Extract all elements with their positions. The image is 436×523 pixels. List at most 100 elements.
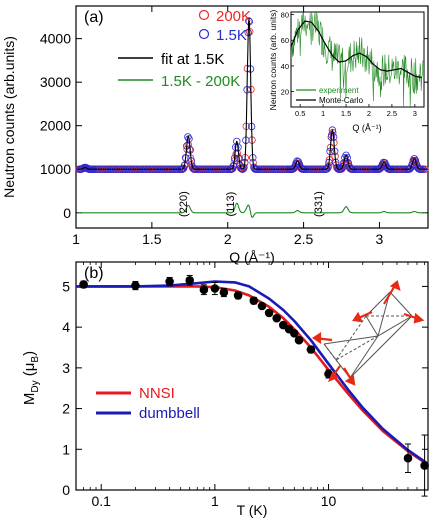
inset-chart: 0.5 1 1.5 2 2.5 3 20 40 60 80 Neutron counts (arb… bbox=[268, 10, 425, 133]
data-point-1p5k bbox=[343, 154, 351, 162]
data-point bbox=[257, 301, 267, 311]
data-point bbox=[233, 291, 243, 300]
y-tick-label: 2 bbox=[62, 401, 70, 417]
tetra-edge bbox=[349, 335, 379, 379]
y-tick-label: 5 bbox=[62, 278, 70, 294]
curve-nnsi bbox=[76, 285, 429, 466]
legend-dumbbell-label: dumbbell bbox=[139, 405, 200, 422]
panel-b-legend: NNSI dumbbell bbox=[96, 385, 200, 422]
inset-x-tick-label: 1 bbox=[321, 109, 325, 118]
tetra-edge bbox=[335, 359, 351, 379]
data-point-200k bbox=[184, 141, 192, 149]
data-point bbox=[403, 453, 413, 463]
panel-a-frame bbox=[75, 5, 429, 229]
inset-legend-mc-label: Monte-Carlo bbox=[319, 96, 364, 105]
inset-legend-exp-label: experiment bbox=[319, 86, 359, 95]
peak-annotation: (331) bbox=[313, 191, 325, 217]
x-tick-label: 1 bbox=[211, 493, 219, 509]
legend-200k-marker bbox=[198, 9, 210, 21]
data-point-1p5k bbox=[324, 163, 332, 172]
fit-curve bbox=[77, 17, 427, 170]
data-point bbox=[79, 280, 88, 289]
panel-a-ylabel: Neutron counts (arb.units) bbox=[1, 36, 17, 198]
data-point-200k bbox=[329, 128, 337, 137]
tetra-edge bbox=[377, 315, 413, 337]
data-point-1p5k bbox=[414, 163, 422, 172]
data-point-1p5k bbox=[328, 126, 337, 134]
data-point bbox=[210, 284, 220, 293]
data-point bbox=[420, 461, 429, 470]
data-point-1p5k bbox=[383, 163, 391, 172]
inset-monte-carlo-curve bbox=[290, 20, 422, 79]
legend-1p5k-marker bbox=[198, 28, 210, 40]
legend-1p5k-label: 1.5K bbox=[216, 27, 247, 44]
panel-b-frame bbox=[75, 261, 429, 491]
tetrahedra-illustration bbox=[323, 291, 413, 379]
data-point bbox=[290, 329, 299, 338]
spin-arrows bbox=[312, 280, 425, 386]
inset-ylabel: Neutron counts (arb. units) bbox=[268, 10, 278, 111]
spin-arrow-head bbox=[327, 371, 339, 383]
data-point-1p5k bbox=[340, 159, 348, 167]
y-tick-label: 1000 bbox=[40, 161, 71, 177]
data-point bbox=[165, 277, 174, 286]
data-point-1p5k bbox=[290, 164, 298, 172]
x-tick-label: 10 bbox=[321, 493, 337, 509]
data-point bbox=[294, 335, 304, 345]
x-tick-label: 2.5 bbox=[294, 231, 314, 247]
spin-arrow-head bbox=[344, 375, 356, 386]
x-tick-label: 0.1 bbox=[91, 493, 111, 509]
panel-a-label: (a) bbox=[84, 9, 104, 26]
data-point bbox=[249, 296, 259, 306]
data-point-1p5k bbox=[233, 137, 241, 146]
inset-y-tick-label: 60 bbox=[281, 36, 289, 45]
inset-y-tick-label: 20 bbox=[281, 88, 289, 97]
y-tick-label: 4000 bbox=[40, 31, 71, 47]
data-point bbox=[185, 276, 194, 285]
panel-a: (a) 0 1000 2000 3000 4000 1 1.5 2 2.5 3 (220) (11… bbox=[1, 5, 429, 265]
x-tick-label: 1.5 bbox=[142, 231, 162, 247]
panel-b: (b) 0 1 2 3 4 5 0.1 1 10 MDy (μB) T (K) NNSI du… bbox=[21, 261, 429, 518]
data-point bbox=[219, 288, 229, 297]
legend-diff-label: 1.5K - 200K bbox=[161, 73, 240, 90]
y-tick-label: 1 bbox=[62, 441, 70, 457]
data-point-1p5k bbox=[411, 156, 420, 165]
curve-dumbbell bbox=[76, 280, 429, 465]
tetra-edge bbox=[335, 335, 379, 361]
x-tick-label: 3 bbox=[376, 231, 384, 247]
inset-x-tick-label: 1.5 bbox=[341, 109, 351, 118]
tetra-edge bbox=[323, 343, 337, 361]
data-point bbox=[272, 313, 282, 323]
data-point bbox=[264, 308, 274, 318]
inset-x-tick-label: 0.5 bbox=[295, 109, 305, 118]
y-tick-label: 0 bbox=[62, 482, 70, 498]
spin-arrow-head bbox=[413, 312, 425, 324]
tetra-edge bbox=[365, 315, 379, 337]
inset-y-tick-label: 80 bbox=[281, 11, 289, 20]
y-tick-label: 3 bbox=[62, 360, 70, 376]
peak-annotation: (220) bbox=[178, 191, 190, 217]
inset-x-tick-label: 2.5 bbox=[387, 109, 397, 118]
y-tick-label: 4 bbox=[62, 319, 70, 335]
data-point bbox=[131, 281, 140, 290]
data-point-1p5k bbox=[239, 164, 248, 172]
legend-fit-label: fit at 1.5K bbox=[161, 51, 224, 68]
tetra-edge bbox=[323, 335, 379, 345]
spin-arrow-head bbox=[352, 311, 363, 323]
tetra-edge bbox=[335, 315, 367, 361]
data-point bbox=[199, 285, 209, 295]
inset-x-tick-label: 3 bbox=[413, 109, 417, 118]
data-point-1p5k bbox=[333, 163, 341, 172]
legend-200k-label: 200K bbox=[216, 8, 251, 25]
x-tick-label: 2 bbox=[224, 231, 232, 247]
inset-xlabel: Q (Å⁻¹) bbox=[352, 123, 381, 133]
tetra-edge bbox=[349, 315, 413, 379]
spin-arrow-head bbox=[312, 331, 322, 345]
inset-y-tick-label: 40 bbox=[281, 62, 289, 71]
data-point-1p5k bbox=[238, 165, 247, 173]
tetra-edge bbox=[389, 291, 413, 317]
panel-a-xlabel: Q (Å⁻¹) bbox=[229, 249, 275, 265]
data-point bbox=[306, 345, 316, 354]
difference-curve bbox=[77, 202, 427, 219]
